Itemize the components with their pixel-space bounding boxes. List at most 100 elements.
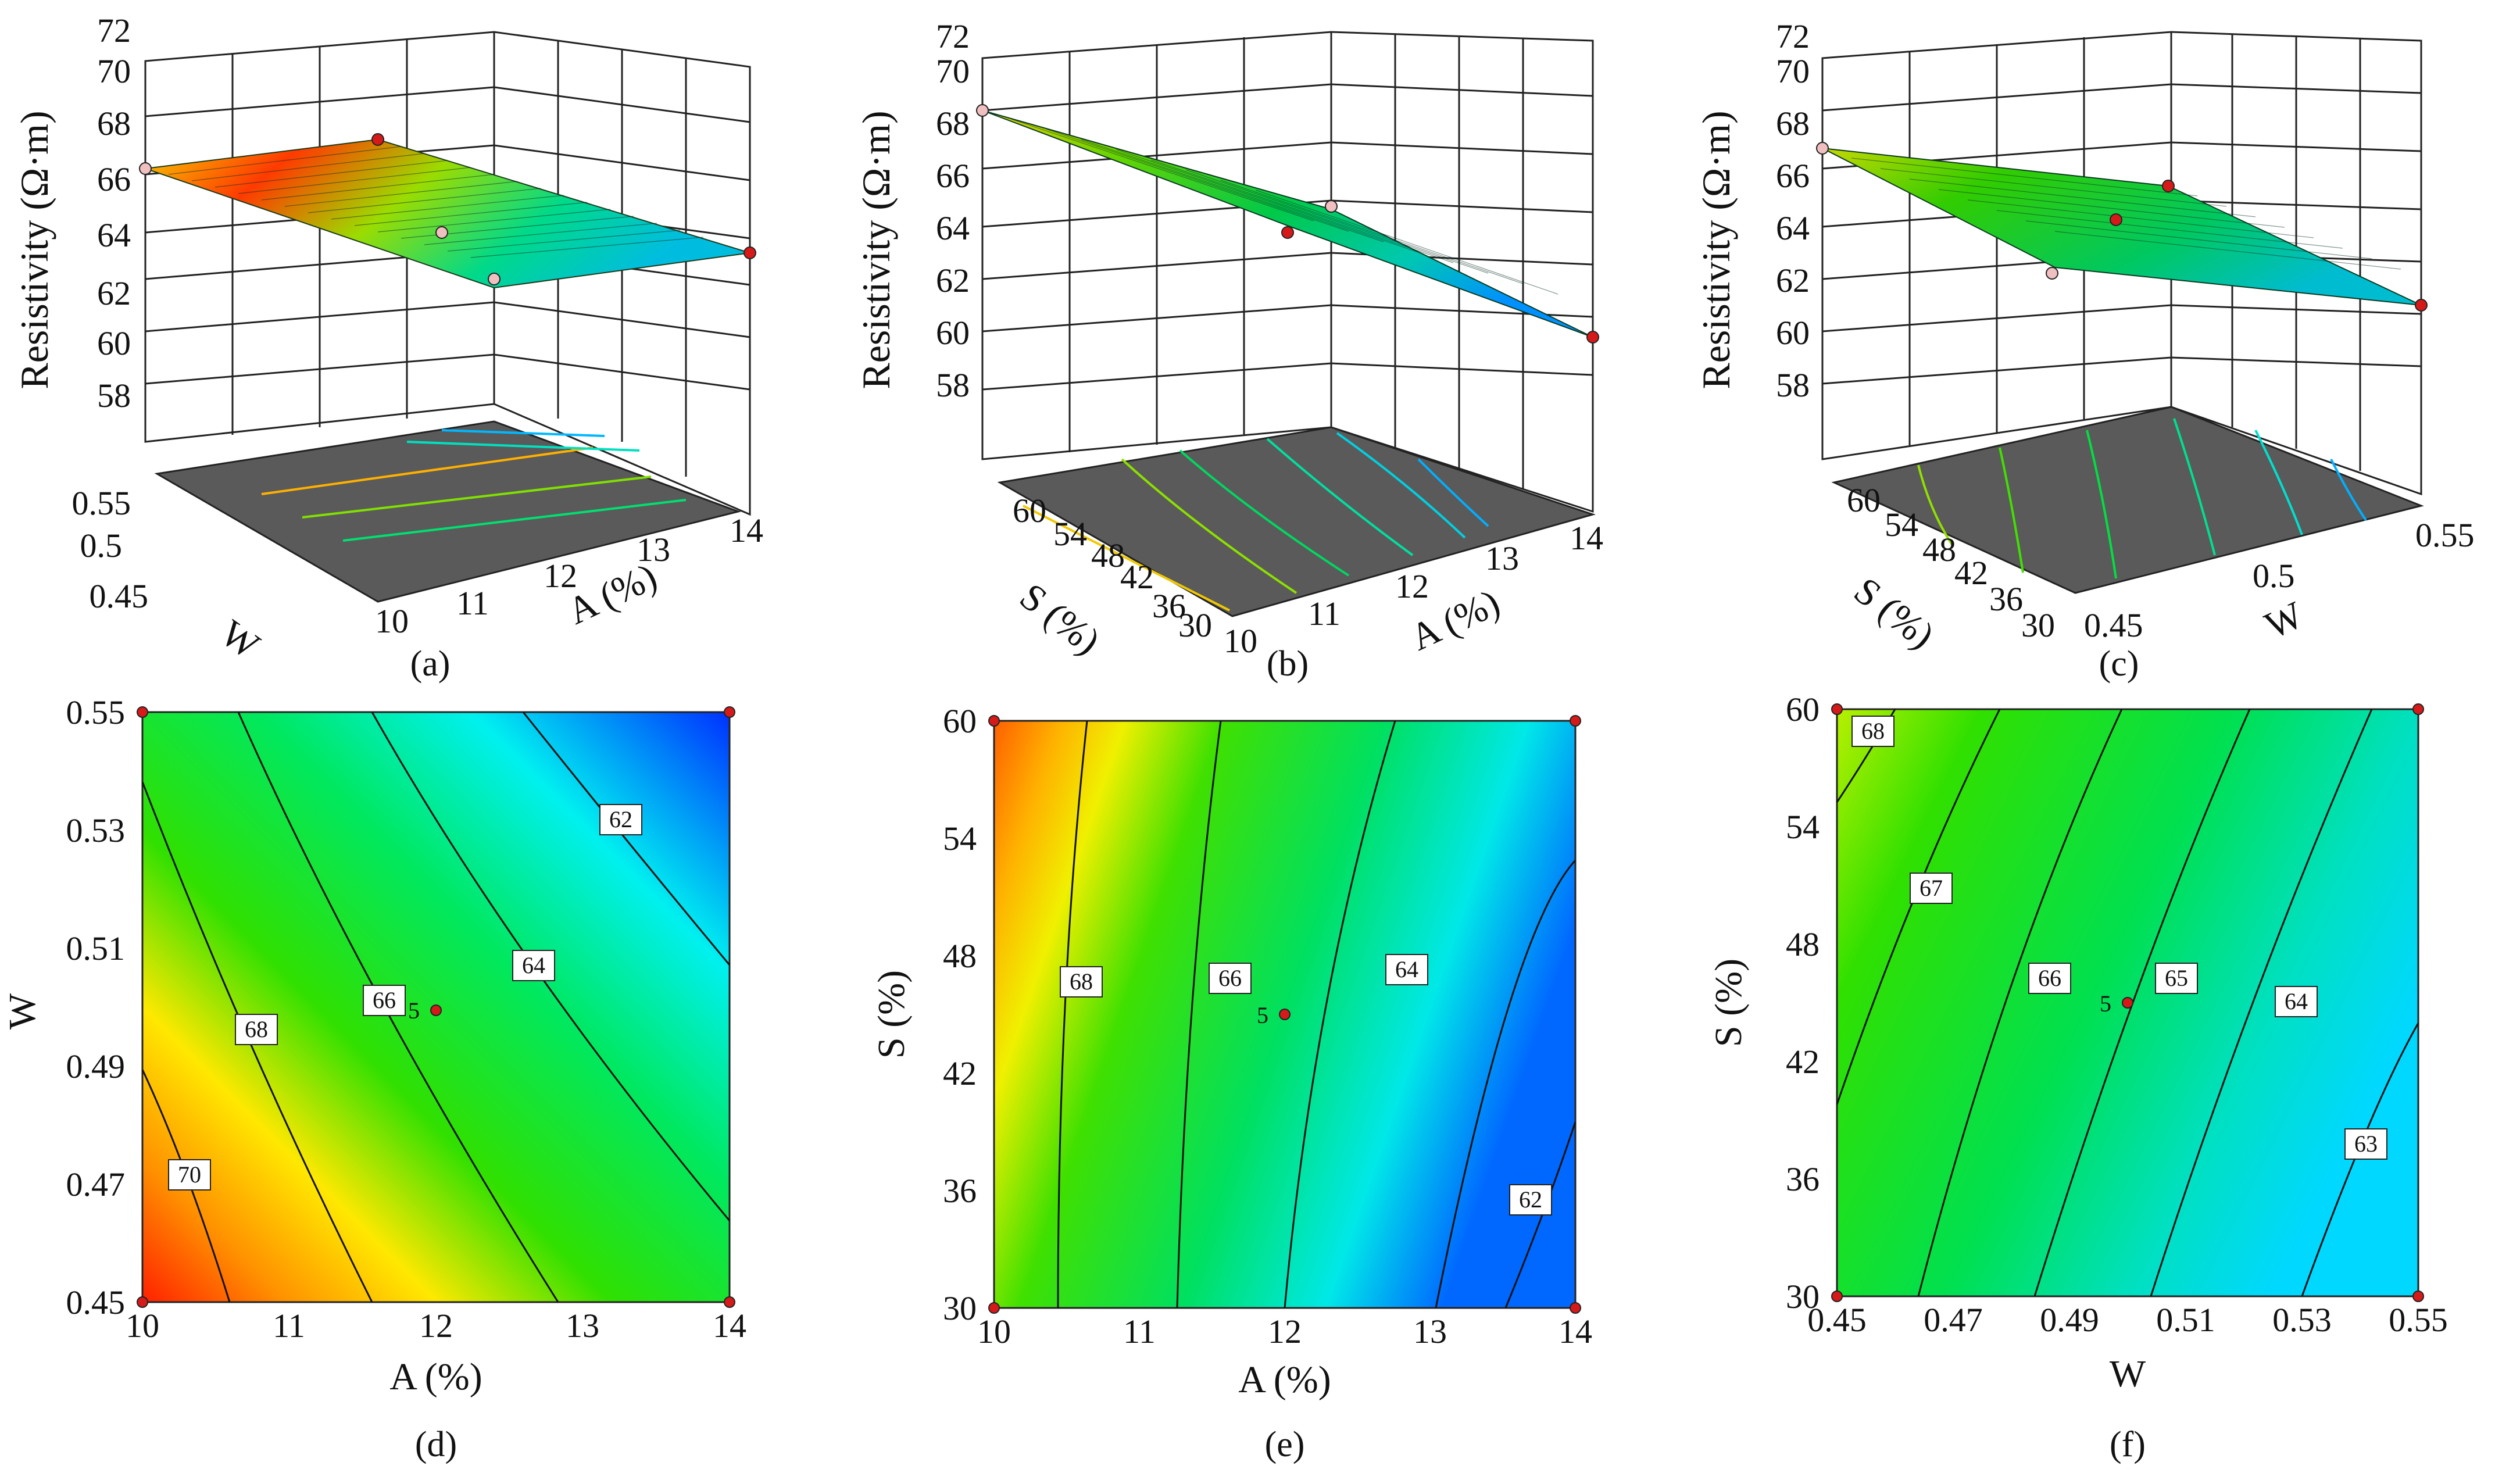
tick-label: 11: [456, 584, 489, 622]
tick-label: 0.55: [72, 484, 131, 522]
panel-f-x-label: W: [2110, 1353, 2146, 1395]
tick-label: 0.5: [2253, 557, 2295, 595]
panel-e-points: [988, 715, 1581, 1314]
tick-label: 54: [1885, 506, 1918, 544]
panel-d-points: [137, 706, 735, 1308]
contour-label: 67: [1920, 875, 1943, 901]
design-point: [1816, 142, 1829, 155]
panel-f-points: [1831, 703, 2424, 1302]
center-point: [1279, 1009, 1291, 1020]
tick-label: 58: [97, 377, 131, 414]
design-point: [137, 706, 148, 718]
panel-c-floor-contours: [1917, 418, 2367, 579]
panel-e-x-ticks: 10 11 12 13 14: [977, 1313, 1592, 1350]
panel-a-x-ticks: 10 11 12 13 14: [375, 512, 763, 640]
center-count-label: 5: [1257, 1002, 1268, 1028]
tick-label: 0.49: [2040, 1301, 2099, 1339]
tick-label: 42: [1954, 554, 1988, 592]
panel-a-y-ticks: 0.45 0.5 0.55: [72, 484, 149, 615]
panel-f-y-ticks: 60 54 48 42 36 30: [1786, 691, 1820, 1315]
panel-d-x-ticks: 10 11 12 13 14: [126, 1307, 746, 1345]
panel-b-floor-contours: [1023, 432, 1489, 612]
panel-c-y-label: S (%): [1846, 569, 1942, 657]
design-point: [137, 1296, 148, 1308]
tick-label: 60: [1013, 492, 1046, 530]
panel-e-contour: 68 66 64 62 5 60 54 48 42 36 30 10 11: [870, 702, 1592, 1464]
tick-label: 42: [1786, 1043, 1820, 1081]
tick-label: 58: [1776, 366, 1810, 404]
tick-label: 60: [97, 324, 131, 362]
panel-e-caption: (e): [1265, 1425, 1305, 1464]
tick-label: 0.53: [66, 812, 126, 849]
panel-e-x-label: A (%): [1238, 1359, 1331, 1401]
panel-b-z-label: Resistivity (Ω·m): [854, 110, 898, 389]
contour-label: 68: [1070, 968, 1093, 995]
panel-a-response-surface: [145, 138, 750, 289]
tick-label: 14: [713, 1307, 746, 1345]
tick-label: 12: [1268, 1313, 1302, 1350]
tick-label: 10: [126, 1307, 159, 1345]
contour-label: 66: [2038, 965, 2061, 991]
panel-b-response-surface: [982, 110, 1593, 338]
tick-label: 72: [936, 17, 970, 55]
design-point: [1831, 703, 1843, 715]
tick-label: 11: [1308, 595, 1341, 632]
panel-b-mesh: [1011, 119, 1559, 295]
tick-label: 60: [936, 314, 970, 352]
panel-e-y-label: S (%): [870, 970, 913, 1059]
panel-b-walls: [981, 31, 1594, 513]
design-point: [1586, 331, 1599, 344]
panel-f-y-label: S (%): [1707, 959, 1750, 1047]
center-count-label: 5: [2100, 991, 2111, 1017]
panel-a-caption: (a): [410, 644, 451, 684]
panel-d-y-ticks: 0.55 0.53 0.51 0.49 0.47 0.45: [66, 693, 126, 1321]
panel-a-floor-contours: [261, 429, 687, 542]
panel-c-x-ticks: 0.45 0.5 0.55: [2084, 516, 2475, 644]
tick-label: 30: [1786, 1278, 1820, 1315]
contour-label: 64: [522, 952, 545, 978]
center-point: [2110, 213, 2122, 226]
tick-label: 60: [943, 702, 977, 740]
tick-label: 13: [637, 531, 670, 569]
tick-label: 0.47: [66, 1166, 126, 1203]
panel-d-x-label: A (%): [389, 1356, 482, 1398]
tick-label: 68: [97, 105, 131, 142]
design-point: [724, 706, 735, 718]
tick-label: 42: [1120, 558, 1154, 596]
design-point: [2412, 1290, 2424, 1302]
design-point: [2412, 703, 2424, 715]
panel-b-floor: [997, 426, 1596, 617]
contour-label: 62: [609, 806, 632, 832]
tick-label: 0.51: [66, 930, 126, 967]
panel-e-y-ticks: 60 54 48 42 36 30: [943, 702, 977, 1327]
tick-label: 0.45: [1807, 1301, 1867, 1339]
design-point: [2415, 299, 2428, 312]
panel-a-z-ticks: 72 70 68 66 64 62 60 58: [97, 12, 131, 414]
tick-label: 64: [97, 216, 131, 254]
panel-a-z-label: Resistivity (Ω·m): [12, 110, 56, 389]
center-point: [2122, 997, 2133, 1009]
tick-label: 12: [544, 557, 577, 595]
contour-label: 66: [1218, 965, 1242, 991]
tick-label: 68: [936, 105, 970, 142]
panel-a-design-points: [139, 133, 756, 285]
panel-c-mesh: [1851, 158, 2401, 270]
contour-label: 66: [373, 987, 396, 1013]
design-point: [139, 162, 152, 175]
design-point: [1570, 1302, 1581, 1314]
tick-label: 14: [1559, 1313, 1592, 1350]
tick-label: 72: [97, 12, 131, 49]
tick-label: 66: [1776, 157, 1810, 195]
tick-label: 60: [1786, 691, 1820, 728]
panel-c-caption: (c): [2099, 644, 2139, 684]
tick-label: 36: [1152, 587, 1186, 625]
panel-f-x-ticks: 0.45 0.47 0.49 0.51 0.53 0.55: [1807, 1301, 2448, 1339]
panel-b-z-ticks: 72 70 68 66 64 62 60 58: [936, 17, 970, 404]
panel-b-y-ticks: 30 36 42 48 54 60: [1013, 492, 1212, 644]
contour-label: 65: [2165, 965, 2188, 991]
design-point: [976, 104, 989, 117]
tick-label: 13: [1413, 1313, 1447, 1350]
tick-label: 62: [936, 262, 970, 299]
tick-label: 0.47: [1924, 1301, 1983, 1339]
tick-label: 48: [1786, 925, 1820, 963]
